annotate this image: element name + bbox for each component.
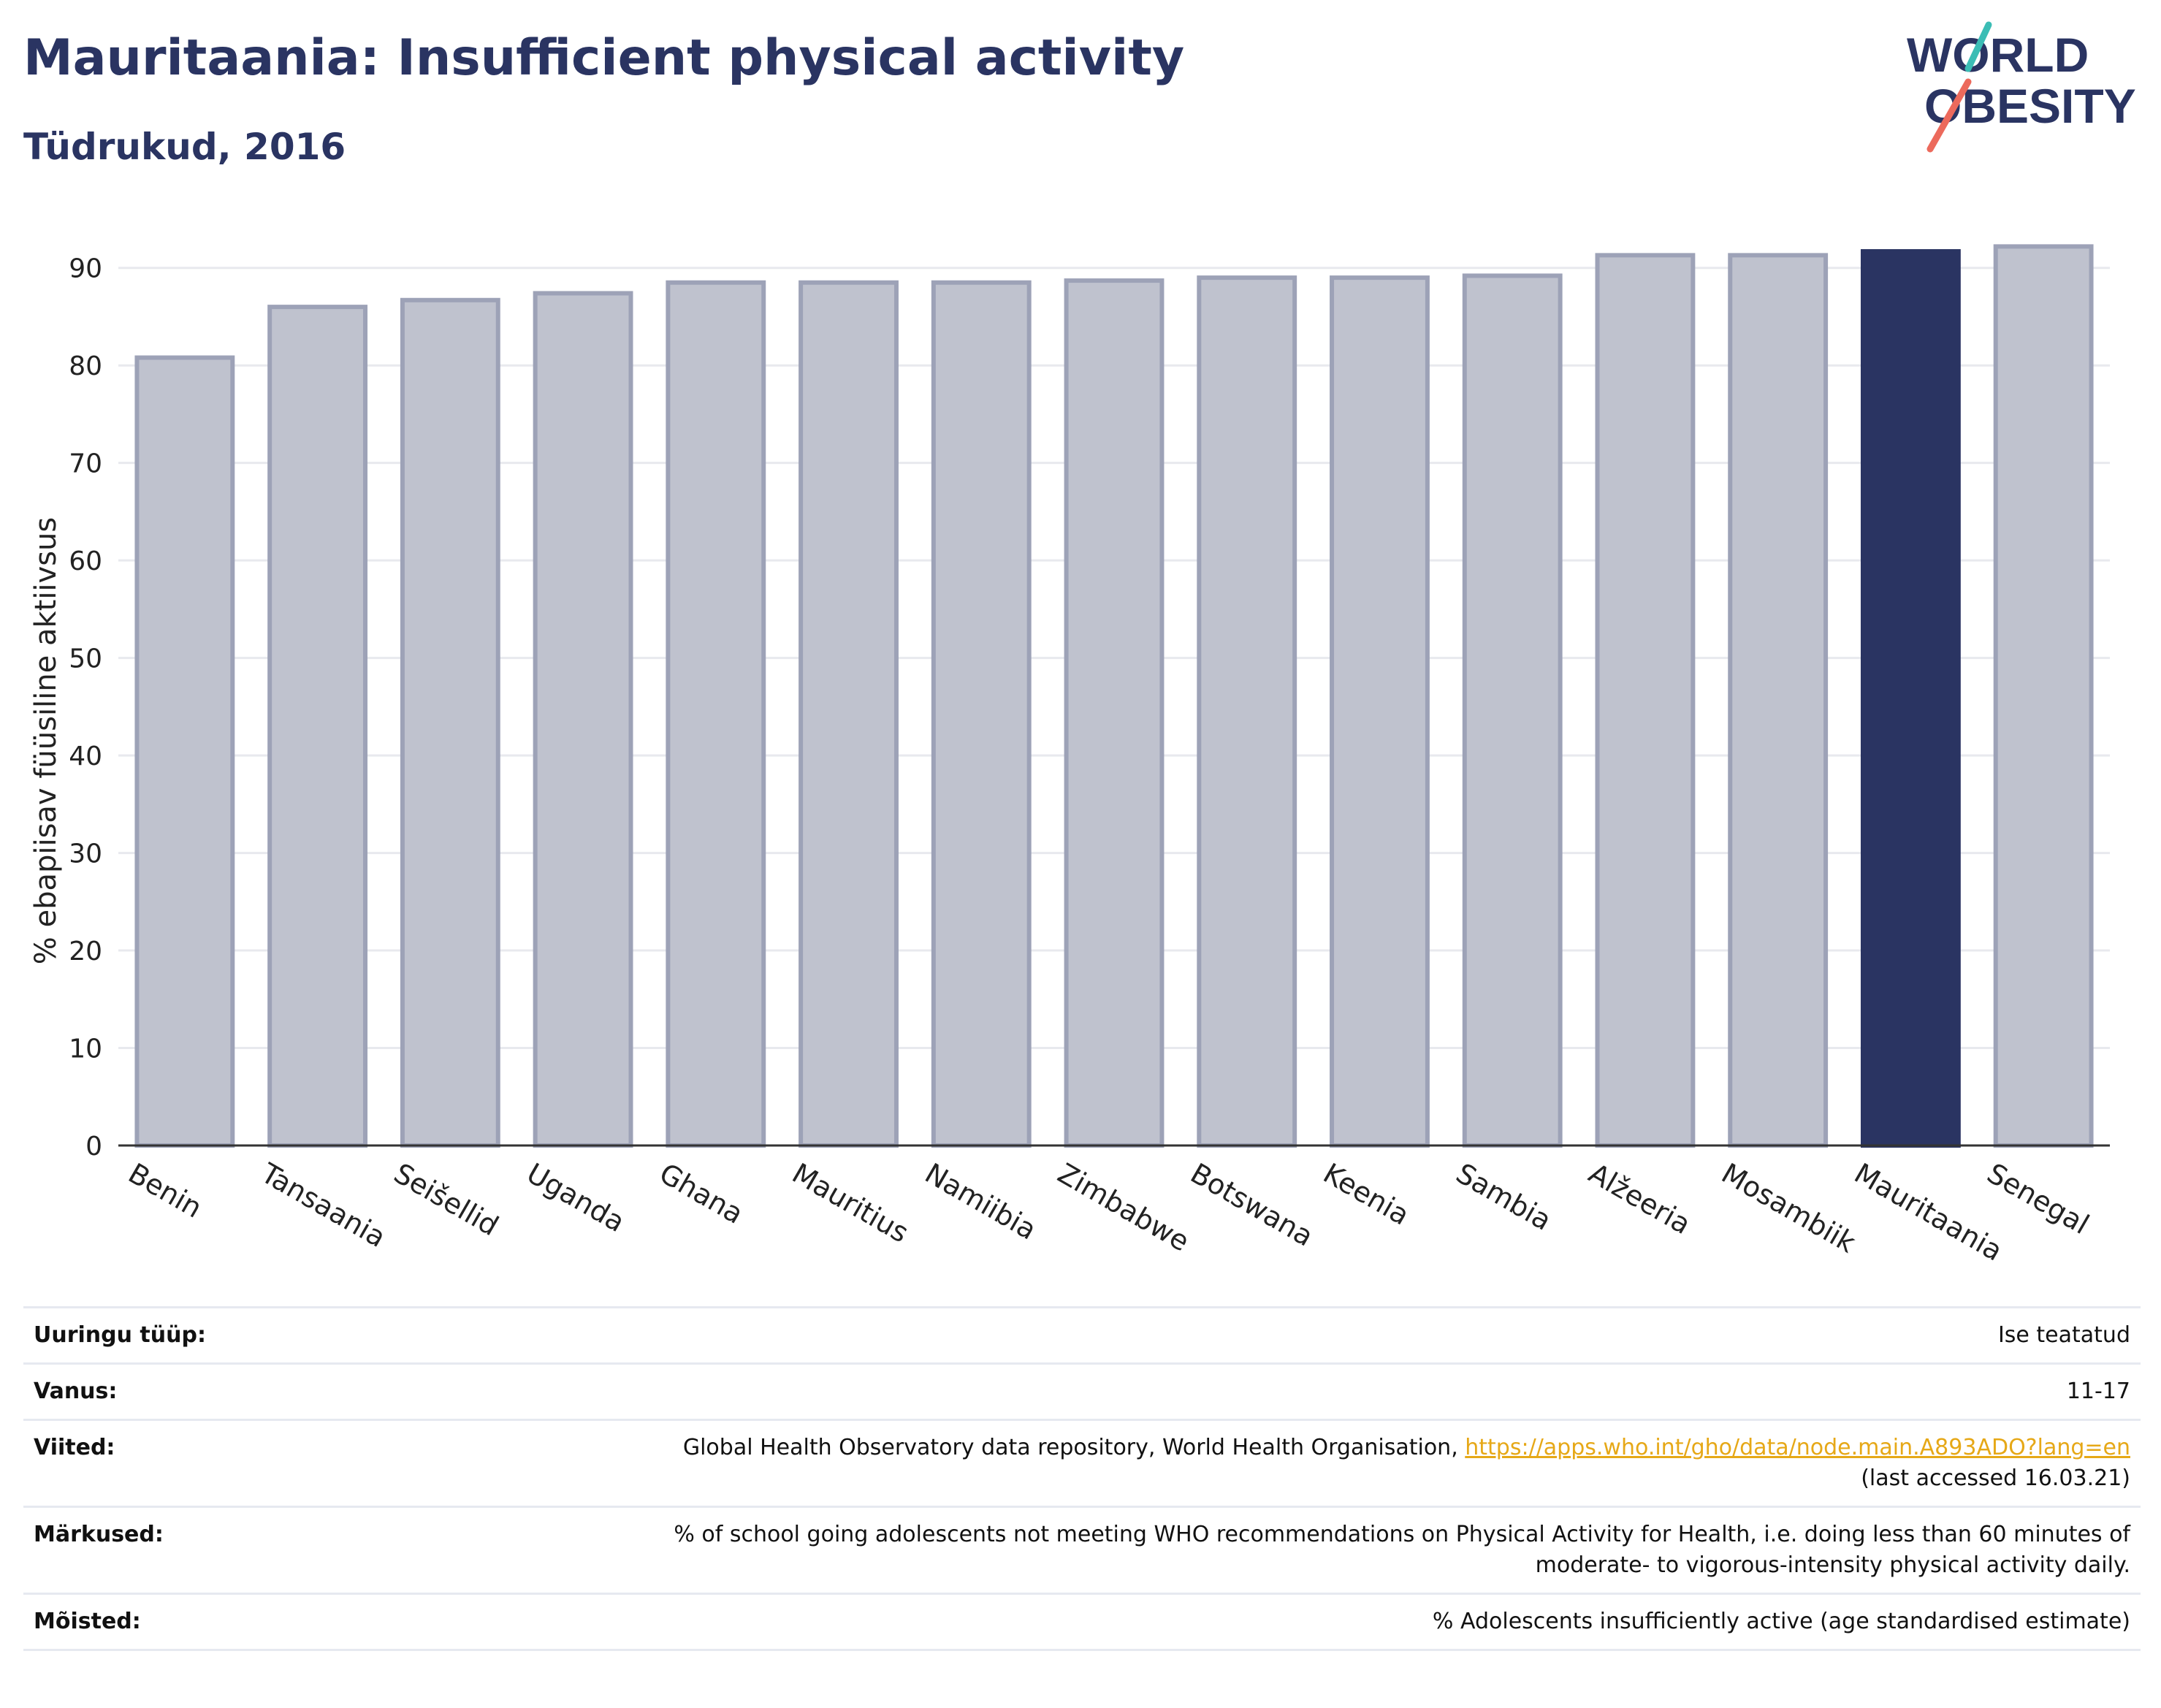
logo-line-2: OBESITY xyxy=(1924,79,2136,133)
info-label: Vanus: xyxy=(23,1362,351,1421)
x-tick-label: Zimbabwe xyxy=(1053,1157,1195,1258)
x-tick-label: Tansaania xyxy=(255,1156,391,1254)
world-obesity-logo: WORLD OBESITY xyxy=(1907,21,2136,153)
y-tick-label: 10 xyxy=(69,1034,102,1064)
info-label: Mõisted: xyxy=(23,1593,351,1651)
bar-ghana xyxy=(666,280,766,1148)
x-tick-label: Namiibia xyxy=(920,1157,1042,1246)
y-tick-label: 40 xyxy=(69,741,102,771)
bar-senegal xyxy=(1993,244,2094,1148)
info-value: % of school going adolescents not meetin… xyxy=(351,1506,2141,1595)
y-tick-label: 0 xyxy=(85,1132,102,1162)
chart-subtitle: Tüdrukud, 2016 xyxy=(23,126,346,168)
bar-mauritaania xyxy=(1860,249,1961,1148)
x-tick-label: Ghana xyxy=(654,1157,749,1230)
bar-botswana xyxy=(1197,275,1297,1148)
info-value: % Adolescents insufficiently active (age… xyxy=(351,1593,2141,1651)
bar-zimbabwe xyxy=(1064,278,1165,1148)
info-value: Ise teatatud xyxy=(351,1306,2141,1365)
bar-chart: 0 10 20 30 40 50 60 70 80 90 Benin TansaaniaSeišel… xyxy=(29,244,2110,1267)
logo-slash-coral xyxy=(1926,78,1972,153)
x-tick-label: Benin xyxy=(123,1157,207,1224)
y-tick-label: 60 xyxy=(69,546,102,576)
y-tick-label: 30 xyxy=(69,839,102,869)
info-row-references: Viited: Global Health Observatory data r… xyxy=(23,1419,2141,1508)
chart-title: Mauritaania: Insufficient physical activ… xyxy=(23,29,1185,87)
x-tick-label: Alžeeria xyxy=(1583,1157,1696,1240)
bar-seišellid xyxy=(400,297,500,1148)
y-tick-label: 50 xyxy=(69,644,102,674)
bars xyxy=(134,244,2094,1148)
logo-line-1: WORLD xyxy=(1907,28,2089,82)
y-tick-label: 80 xyxy=(69,351,102,381)
info-row-notes: Märkused: % of school going adolescents … xyxy=(23,1506,2141,1595)
info-row-age: Vanus: 11-17 xyxy=(23,1362,2141,1421)
y-tick-label: 20 xyxy=(69,937,102,967)
x-tick-label: Keenia xyxy=(1318,1157,1415,1232)
info-row-definitions: Mõisted: % Adolescents insufficiently ac… xyxy=(23,1593,2141,1651)
bar-uganda xyxy=(533,291,633,1148)
y-tick-label: 70 xyxy=(69,449,102,479)
bar-benin xyxy=(134,355,235,1148)
x-tick-label: Sambia xyxy=(1451,1157,1557,1237)
bar-alžeeria xyxy=(1595,253,1696,1148)
x-tick-label: Seišellid xyxy=(389,1157,504,1243)
info-label: Märkused: xyxy=(23,1506,351,1595)
info-label: Uuringu tüüp: xyxy=(23,1306,351,1365)
info-value: 11-17 xyxy=(351,1362,2141,1421)
y-axis-ticks: 0 10 20 30 40 50 60 70 80 90 xyxy=(69,254,102,1162)
y-axis-title: % ebapiisav füüsiline aktiivsus xyxy=(29,517,63,965)
bar-tansaania xyxy=(267,305,368,1148)
bar-keenia xyxy=(1330,275,1430,1148)
notes-text: % of school going adolescents not meetin… xyxy=(674,1522,2130,1547)
info-table: Uuringu tüüp: Ise teatatud Vanus: 11-17 … xyxy=(23,1306,2141,1651)
x-tick-label: Botswana xyxy=(1185,1157,1319,1253)
bar-mosambiik xyxy=(1728,253,1829,1148)
x-tick-label: Uganda xyxy=(522,1157,630,1238)
bar-namiibia xyxy=(931,280,1032,1148)
info-row-survey-type: Uuringu tüüp: Ise teatatud xyxy=(23,1306,2141,1365)
info-label: Viited: xyxy=(23,1419,351,1508)
bar-mauritius xyxy=(799,280,899,1148)
reference-text: Global Health Observatory data repositor… xyxy=(682,1435,1466,1460)
y-tick-label: 90 xyxy=(69,254,102,284)
logo-slash-teal xyxy=(1964,21,1992,72)
reference-accessed: (last accessed 16.03.21) xyxy=(1861,1465,2130,1491)
bar-sambia xyxy=(1462,273,1563,1148)
reference-link[interactable]: https://apps.who.int/gho/data/node.main.… xyxy=(1465,1435,2130,1460)
x-tick-label: Mauritius xyxy=(787,1157,914,1249)
x-tick-label: Mauritaania xyxy=(1849,1157,2008,1267)
notes-text-continued: moderate- to vigorous-intensity physical… xyxy=(1535,1552,2130,1578)
x-tick-label: Senegal xyxy=(1982,1157,2095,1241)
x-tick-label: Mosambiik xyxy=(1716,1157,1861,1259)
info-value: Global Health Observatory data repositor… xyxy=(351,1419,2141,1508)
